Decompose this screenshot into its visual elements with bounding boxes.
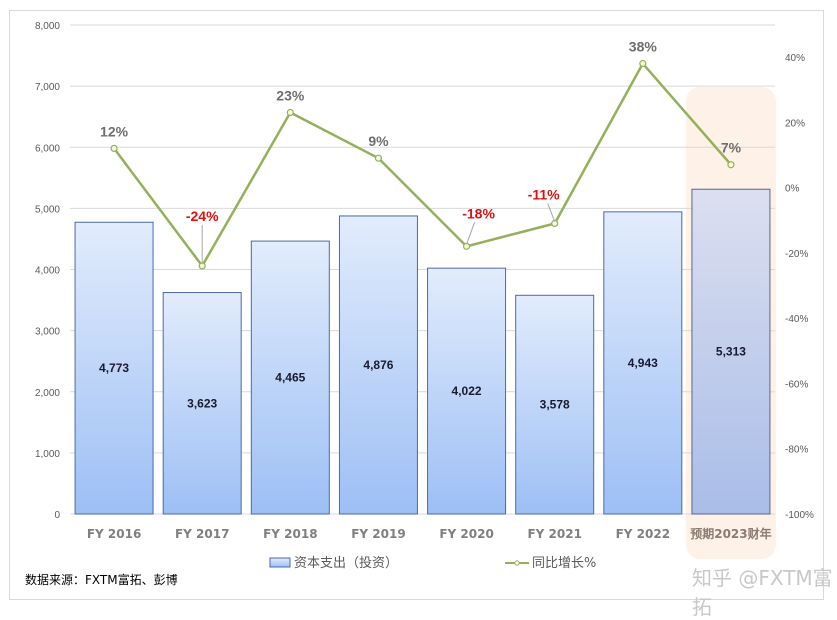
x-axis-label: FY 2022 (616, 527, 670, 541)
legend-item-yoy[interactable]: 同比增长% (505, 556, 596, 571)
bar-labels: 4,773 3,623 4,465 4,876 4,022 3,578 4,943 5,313 (99, 345, 746, 412)
x-axis-label: 预期2023财年 (690, 526, 771, 541)
left-axis-tick: 1,000 (35, 449, 60, 460)
line-marker[interactable] (110, 144, 118, 152)
line-labels: 12% -24% 23% 9% -18% -11% 38% 7% (100, 39, 742, 264)
watermark: 知乎 @FXTM富拓 (692, 566, 833, 619)
yoy-value-label: -24% (186, 208, 219, 224)
right-axis-tick: 40% (785, 53, 805, 64)
leader-line (466, 222, 476, 245)
left-axis-tick: 6,000 (35, 143, 60, 154)
x-axis-label: FY 2018 (263, 527, 317, 541)
legend-item-capex[interactable]: 资本支出（投资） (269, 555, 398, 571)
bar[interactable] (162, 292, 242, 515)
yoy-value-label: 12% (100, 123, 129, 139)
right-axis-tick: 20% (785, 118, 805, 129)
left-axis-tick: 3,000 (35, 327, 60, 338)
x-axis-labels: FY 2016 FY 2017 FY 2018 FY 2019 FY 2020 FY 20… (87, 526, 772, 541)
yoy-value-label: -18% (462, 205, 495, 221)
yoy-value-label: 7% (721, 140, 742, 156)
right-axis-tick: -20% (785, 249, 808, 260)
right-axis-tick: -40% (785, 314, 808, 325)
bar[interactable] (250, 240, 330, 515)
x-axis-label: FY 2019 (351, 527, 405, 541)
line-marker[interactable] (374, 154, 383, 162)
bar[interactable] (74, 221, 154, 515)
left-axis-tick: 2,000 (35, 388, 60, 399)
bar[interactable] (603, 211, 683, 515)
bar-value-label: 3,578 (540, 398, 570, 412)
legend-label-capex: 资本支出（投资） (294, 555, 398, 571)
bar-value-label: 4,022 (452, 384, 482, 398)
bar-value-label: 3,623 (187, 396, 217, 410)
yoy-value-label: 23% (276, 87, 305, 103)
yoy-value-label: -11% (528, 186, 560, 202)
line-marker[interactable] (727, 161, 735, 169)
bar-value-label: 4,876 (363, 358, 393, 372)
line-marker[interactable] (286, 108, 294, 117)
x-axis-label: FY 2016 (87, 527, 141, 541)
right-axis-tick: 0% (785, 184, 800, 195)
bar-value-label: 4,943 (628, 356, 658, 370)
left-axis-tick: 5,000 (35, 204, 60, 215)
bar-value-label: 4,773 (99, 361, 129, 375)
bar-value-label: 4,465 (275, 371, 305, 385)
legend-marker-icon (514, 560, 520, 566)
right-axis-tick: -80% (785, 445, 808, 456)
yoy-value-label: 9% (368, 133, 389, 149)
line-marker[interactable] (639, 59, 647, 68)
line-series (110, 59, 735, 270)
bar[interactable] (427, 267, 507, 515)
left-axis-tick: 7,000 (35, 82, 60, 93)
left-axis-tick: 0 (54, 510, 60, 521)
bar[interactable] (338, 215, 418, 515)
right-axis-tick: -100% (785, 510, 814, 521)
right-axis-tick: -60% (785, 379, 808, 390)
left-axis-tick: 8,000 (35, 21, 60, 32)
legend-label-yoy: 同比增长% (532, 556, 596, 571)
legend: 资本支出（投资） 同比增长% (269, 555, 596, 571)
bar[interactable] (515, 294, 595, 515)
left-axis: 0 1,000 2,000 3,000 4,000 5,000 6,000 7,000 8,00… (35, 21, 60, 521)
bar-series (74, 188, 771, 515)
legend-bar-swatch-icon (269, 557, 291, 568)
yoy-value-label: 38% (629, 39, 658, 55)
x-axis-label: FY 2017 (175, 527, 229, 541)
yoy-line (113, 62, 732, 268)
x-axis-label: FY 2021 (527, 527, 581, 541)
x-axis-label: FY 2020 (439, 527, 493, 541)
bar[interactable] (691, 188, 771, 515)
right-axis: -100% -80% -60% -40% -20% 0% 20% 40% (785, 53, 814, 521)
leader-line (547, 203, 556, 222)
bar-value-label: 5,313 (716, 345, 746, 359)
source-note: 数据来源：FXTM富拓、彭博 (25, 573, 178, 587)
left-axis-tick: 4,000 (35, 266, 60, 277)
